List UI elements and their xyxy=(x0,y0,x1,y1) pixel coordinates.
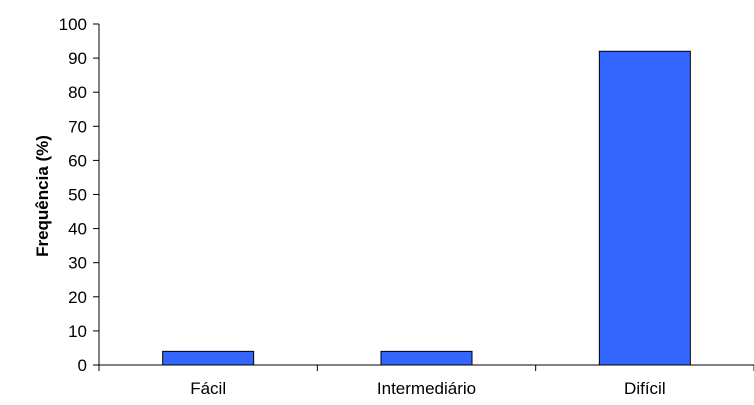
labels-layer: 0 10 20 30 40 50 60 70 80 90 100 Fácil Intermediário… xyxy=(59,15,666,398)
y-tick-label-20: 20 xyxy=(68,288,87,307)
x-tick-label-2: Difícil xyxy=(624,379,666,398)
y-axis-title: Frequência (%) xyxy=(33,135,52,257)
x-tick-label-0: Fácil xyxy=(190,379,226,398)
bars-layer xyxy=(162,50,691,366)
bar-fácil xyxy=(162,350,255,366)
y-tick-label-40: 40 xyxy=(68,220,87,239)
y-tick-label-0: 0 xyxy=(78,356,87,375)
y-tick-label-30: 30 xyxy=(68,254,87,273)
y-tick-label-90: 90 xyxy=(68,49,87,68)
x-tick-label-1: Intermediário xyxy=(377,379,476,398)
y-tick-label-80: 80 xyxy=(68,83,87,102)
y-tick-label-100: 100 xyxy=(59,15,87,34)
bar-difícil xyxy=(598,50,691,366)
bar-intermediário xyxy=(380,350,473,366)
y-tick-label-10: 10 xyxy=(68,322,87,341)
y-tick-label-60: 60 xyxy=(68,151,87,170)
y-tick-label-70: 70 xyxy=(68,117,87,136)
y-tick-label-50: 50 xyxy=(68,186,87,205)
